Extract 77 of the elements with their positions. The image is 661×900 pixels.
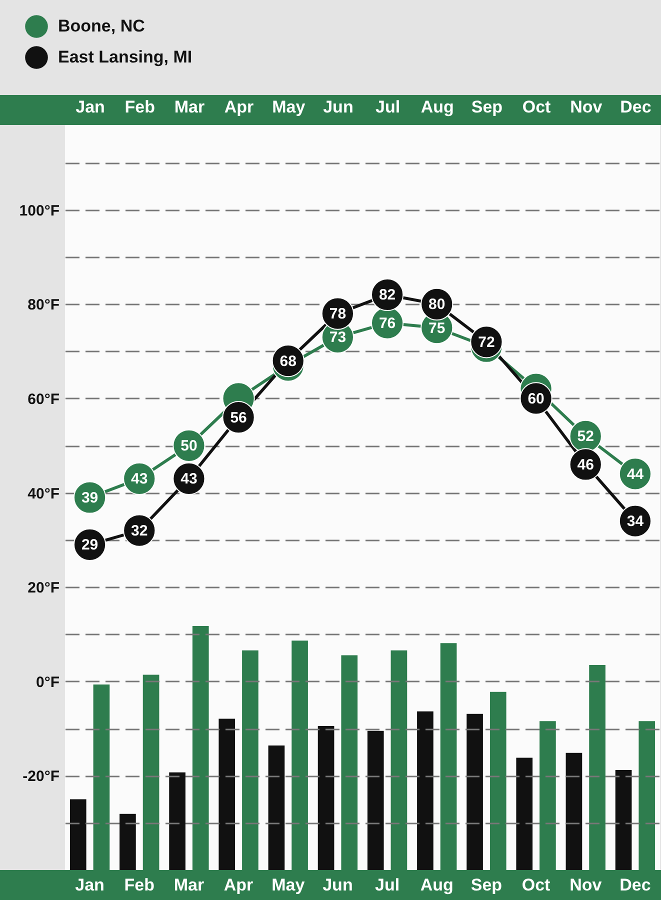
data-label: 46 [577,456,594,474]
x-tick-label: Nov [570,98,603,116]
data-label: 43 [180,470,198,488]
bar [292,640,308,870]
bar [268,746,285,870]
y-tick-label: 0°F [36,674,60,691]
x-tick-label: Feb [124,876,154,894]
x-tick-label: Jun [322,876,353,894]
bar [466,714,483,870]
legend-label: Boone, NC [58,16,145,36]
bar [615,770,632,870]
data-label: 82 [378,286,396,304]
data-label: 80 [428,296,446,314]
data-label: 43 [131,470,148,488]
bar [367,730,384,870]
bar [70,799,86,870]
data-label: 32 [131,522,148,540]
data-label: 56 [230,409,247,426]
bar [417,711,434,870]
y-tick-label: 40°F [28,485,60,502]
x-tick-label: Jun [323,98,354,116]
y-tick-label: 80°F [28,296,60,314]
y-tick-label: -20°F [22,768,60,786]
bar [192,626,209,870]
x-tick-label: Jan [76,98,105,116]
bar [589,665,606,870]
bar [120,814,136,870]
data-label: 44 [626,466,644,483]
y-tick-label: 60°F [28,390,60,408]
data-label: 60 [528,390,544,408]
bar [566,752,582,870]
data-label: 73 [329,329,346,346]
x-tick-label: May [272,98,306,116]
data-label: 39 [81,490,98,506]
x-tick-label: Mar [174,98,205,116]
bar [142,674,160,870]
bar [638,721,656,870]
x-tick-label: Nov [570,876,602,894]
x-tick-label: Dec [620,98,652,116]
data-label: 78 [329,306,346,323]
data-label: 50 [180,438,198,455]
x-tick-label: Feb [124,98,155,116]
data-label: 34 [626,513,644,530]
bar [341,655,358,870]
x-tick-label: Dec [620,876,651,894]
x-tick-label: Oct [522,876,551,894]
x-tick-label: Sep [470,876,502,894]
x-tick-label: Jul [376,98,400,116]
x-tick-label: Aug [420,876,454,894]
data-label: 75 [428,320,446,337]
bar [540,721,556,870]
y-tick-label: 20°F [28,580,60,597]
bar [169,772,186,870]
data-label: 29 [81,536,98,554]
data-label: 68 [280,352,296,370]
bar [440,643,457,870]
data-label: 72 [478,334,495,351]
x-tick-label: May [272,876,306,894]
x-tick-label: Mar [174,876,204,894]
bar [490,692,506,870]
x-tick-label: Jan [75,876,104,894]
legend-label: East Lansing, MI [58,48,192,66]
data-label: 52 [577,428,594,446]
x-tick-label: Apr [224,98,254,116]
bar [242,650,258,870]
bar [516,758,533,870]
bar [218,718,236,870]
x-tick-label: Oct [522,98,552,116]
x-tick-label: Apr [224,876,254,894]
x-tick-label: Jul [375,876,400,894]
data-label: 76 [378,315,396,332]
x-tick-label: Sep [471,98,503,116]
x-tick-label: Aug [420,98,454,116]
bar [390,650,408,870]
y-tick-label: 100°F [19,202,60,220]
bar [93,684,110,870]
bar [318,726,334,870]
